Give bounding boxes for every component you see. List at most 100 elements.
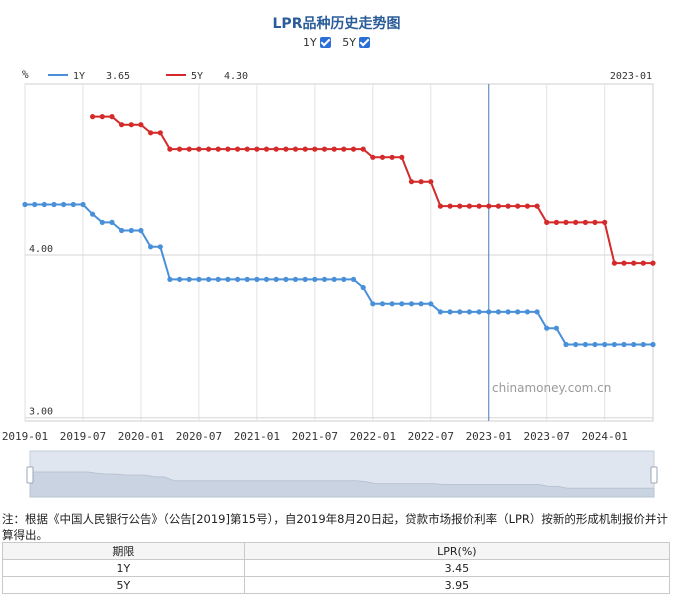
data-point-1y	[437, 309, 443, 315]
data-point-1y	[534, 309, 540, 315]
legend-name-1y: 1Y	[73, 71, 85, 82]
data-point-1y	[196, 276, 202, 282]
data-point-1y	[244, 276, 250, 282]
data-point-1y	[119, 227, 125, 234]
data-point-5y	[515, 203, 521, 209]
data-point-5y	[640, 260, 646, 266]
data-point-1y	[486, 309, 492, 315]
data-point-5y	[389, 154, 395, 160]
page-title: LPR品种历史走势图	[272, 16, 401, 32]
data-point-1y	[41, 201, 47, 208]
data-point-1y	[70, 201, 76, 208]
data-point-1y	[350, 276, 357, 282]
x-tick-label: 2024-01	[582, 430, 628, 443]
plot-area	[24, 83, 654, 422]
data-point-5y	[302, 146, 308, 152]
data-point-5y	[273, 146, 279, 152]
data-point-5y	[621, 260, 627, 266]
x-tick-label: 2022-01	[350, 430, 396, 443]
data-point-1y	[206, 276, 212, 282]
data-point-5y	[331, 146, 337, 152]
data-point-1y	[292, 276, 299, 282]
data-point-1y	[80, 201, 86, 208]
data-point-1y	[148, 244, 154, 250]
data-point-1y	[157, 244, 163, 250]
legend-value-1y: 3.65	[106, 71, 130, 82]
data-point-1y	[524, 309, 531, 315]
x-tick-label: 2021-01	[234, 430, 280, 443]
cursor-date-label: 2023-01	[610, 71, 652, 82]
series-toggles: 1Y 5Y	[0, 36, 673, 49]
data-point-5y	[283, 146, 289, 152]
data-point-5y	[186, 146, 192, 152]
toggle-1y[interactable]: 1Y	[303, 36, 331, 49]
table-row: 5Y 3.95	[2, 576, 671, 594]
x-tick-label: 2021-07	[292, 430, 338, 443]
toggle-5y-label: 5Y	[342, 36, 356, 49]
col-header-term: 期限	[2, 542, 245, 560]
data-point-1y	[592, 341, 598, 348]
data-point-5y	[312, 146, 318, 152]
data-point-1y	[379, 301, 386, 307]
data-point-5y	[350, 146, 357, 152]
data-point-5y	[495, 203, 501, 209]
checkbox-checked-icon[interactable]	[358, 37, 370, 48]
data-point-1y	[263, 276, 270, 282]
data-point-1y	[553, 325, 560, 331]
slider-handle-left[interactable]	[26, 466, 34, 484]
data-point-5y	[476, 203, 482, 209]
x-tick-label: 2020-07	[176, 430, 222, 443]
watermark: chinamoney.com.cn	[492, 381, 611, 395]
data-point-5y	[582, 219, 589, 225]
data-point-1y	[640, 341, 646, 348]
data-point-1y	[466, 309, 472, 315]
data-point-5y	[592, 219, 598, 225]
data-point-5y	[292, 146, 299, 152]
data-point-1y	[128, 227, 134, 234]
data-point-5y	[631, 260, 637, 266]
chart-grid	[24, 83, 654, 422]
data-point-5y	[650, 260, 656, 266]
data-point-5y	[524, 203, 531, 209]
data-point-5y	[428, 179, 434, 185]
data-point-1y	[109, 219, 115, 225]
data-point-5y	[573, 219, 579, 225]
data-point-1y	[186, 276, 192, 282]
data-point-5y	[602, 219, 608, 225]
data-point-1y	[331, 276, 337, 282]
data-point-1y	[428, 301, 434, 307]
table-row: 1Y 3.45	[2, 559, 671, 577]
data-point-5y	[457, 203, 463, 209]
data-point-1y	[573, 341, 579, 348]
data-point-1y	[650, 341, 656, 348]
chart-labels: 2019-01 2019-07 2020-01 2020-07 2021-01 2021-…	[2, 68, 652, 443]
data-point-5y	[119, 122, 125, 128]
slider-preview-area	[29, 471, 655, 498]
data-point-1y	[495, 309, 501, 315]
x-tick-label: 2023-07	[524, 430, 570, 443]
legend-value-5y: 4.30	[224, 71, 248, 82]
col-header-rate: LPR(%)	[243, 542, 671, 560]
slider-handle-right[interactable]	[650, 466, 658, 484]
data-point-1y	[505, 309, 511, 315]
lpr-table: 期限 LPR(%) 1Y 3.45 5Y 3.95	[2, 542, 671, 594]
data-point-1y	[389, 301, 395, 307]
range-slider[interactable]	[26, 450, 658, 498]
checkbox-checked-icon[interactable]	[319, 37, 331, 48]
data-point-5y	[486, 203, 492, 209]
x-tick-label: 2023-01	[466, 430, 512, 443]
data-point-1y	[312, 276, 318, 282]
data-point-1y	[235, 276, 241, 282]
table-cell-rate: 3.95	[243, 576, 671, 594]
y-tick-label: 3.00	[29, 407, 53, 418]
data-point-5y	[447, 203, 453, 209]
table-cell-rate: 3.45	[243, 559, 671, 577]
toggle-5y[interactable]: 5Y	[342, 36, 370, 49]
data-point-5y	[370, 154, 376, 160]
data-point-1y	[61, 201, 67, 208]
x-tick-label: 2022-07	[408, 430, 454, 443]
data-point-1y	[177, 276, 183, 282]
toggle-1y-label: 1Y	[303, 36, 317, 49]
data-point-1y	[32, 201, 38, 208]
data-point-5y	[109, 114, 115, 120]
